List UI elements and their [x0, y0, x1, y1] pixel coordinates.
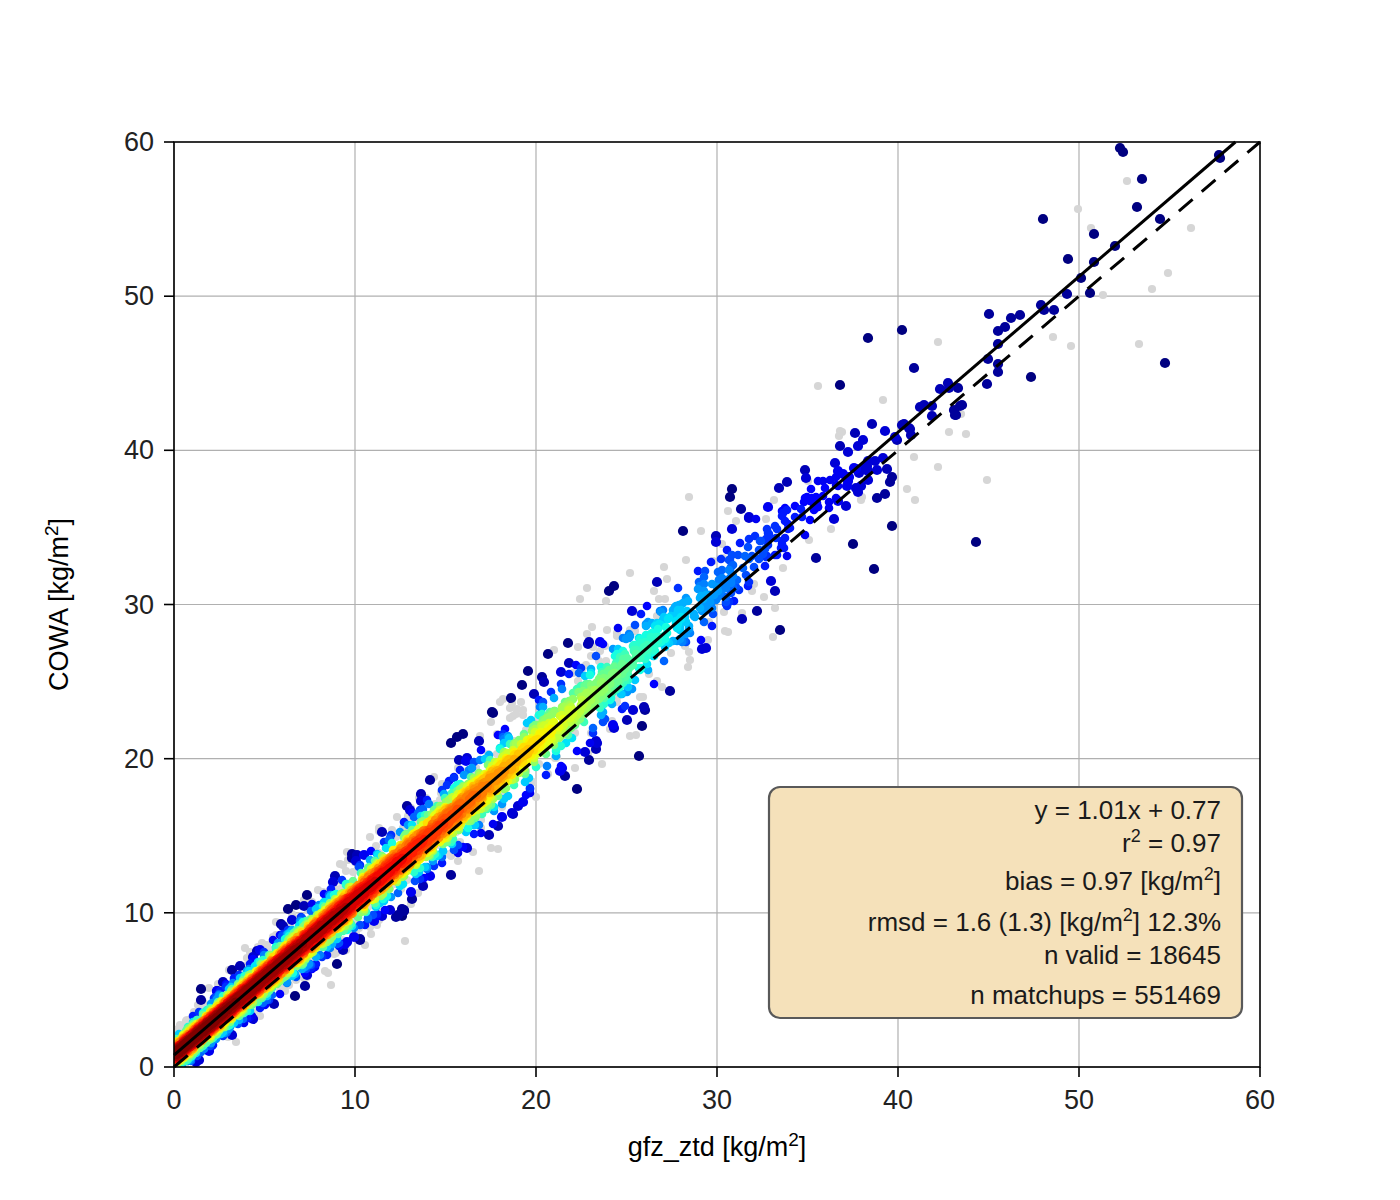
svg-text:60: 60: [1245, 1085, 1275, 1115]
svg-text:bias = 0.97 [kg/m2]: bias = 0.97 [kg/m2]: [1005, 864, 1221, 896]
svg-text:0: 0: [166, 1085, 181, 1115]
svg-text:20: 20: [521, 1085, 551, 1115]
svg-text:30: 30: [702, 1085, 732, 1115]
svg-text:n matchups = 551469: n matchups = 551469: [970, 980, 1221, 1010]
svg-text:40: 40: [883, 1085, 913, 1115]
svg-text:20: 20: [124, 744, 154, 774]
svg-text:10: 10: [124, 898, 154, 928]
svg-text:30: 30: [124, 590, 154, 620]
svg-text:rmsd = 1.6 (1.3) [kg/m2] 12.3%: rmsd = 1.6 (1.3) [kg/m2] 12.3%: [868, 905, 1221, 937]
svg-text:10: 10: [340, 1085, 370, 1115]
svg-text:y = 1.01x + 0.77: y = 1.01x + 0.77: [1035, 795, 1221, 825]
svg-text:n valid = 18645: n valid = 18645: [1044, 940, 1221, 970]
svg-text:60: 60: [124, 127, 154, 157]
svg-text:50: 50: [1064, 1085, 1094, 1115]
svg-text:gfz_ztd [kg/m2]: gfz_ztd [kg/m2]: [628, 1129, 807, 1163]
svg-text:0: 0: [139, 1052, 154, 1082]
svg-text:50: 50: [124, 281, 154, 311]
svg-text:40: 40: [124, 435, 154, 465]
svg-text:COWA [kg/m2]: COWA [kg/m2]: [41, 518, 75, 691]
